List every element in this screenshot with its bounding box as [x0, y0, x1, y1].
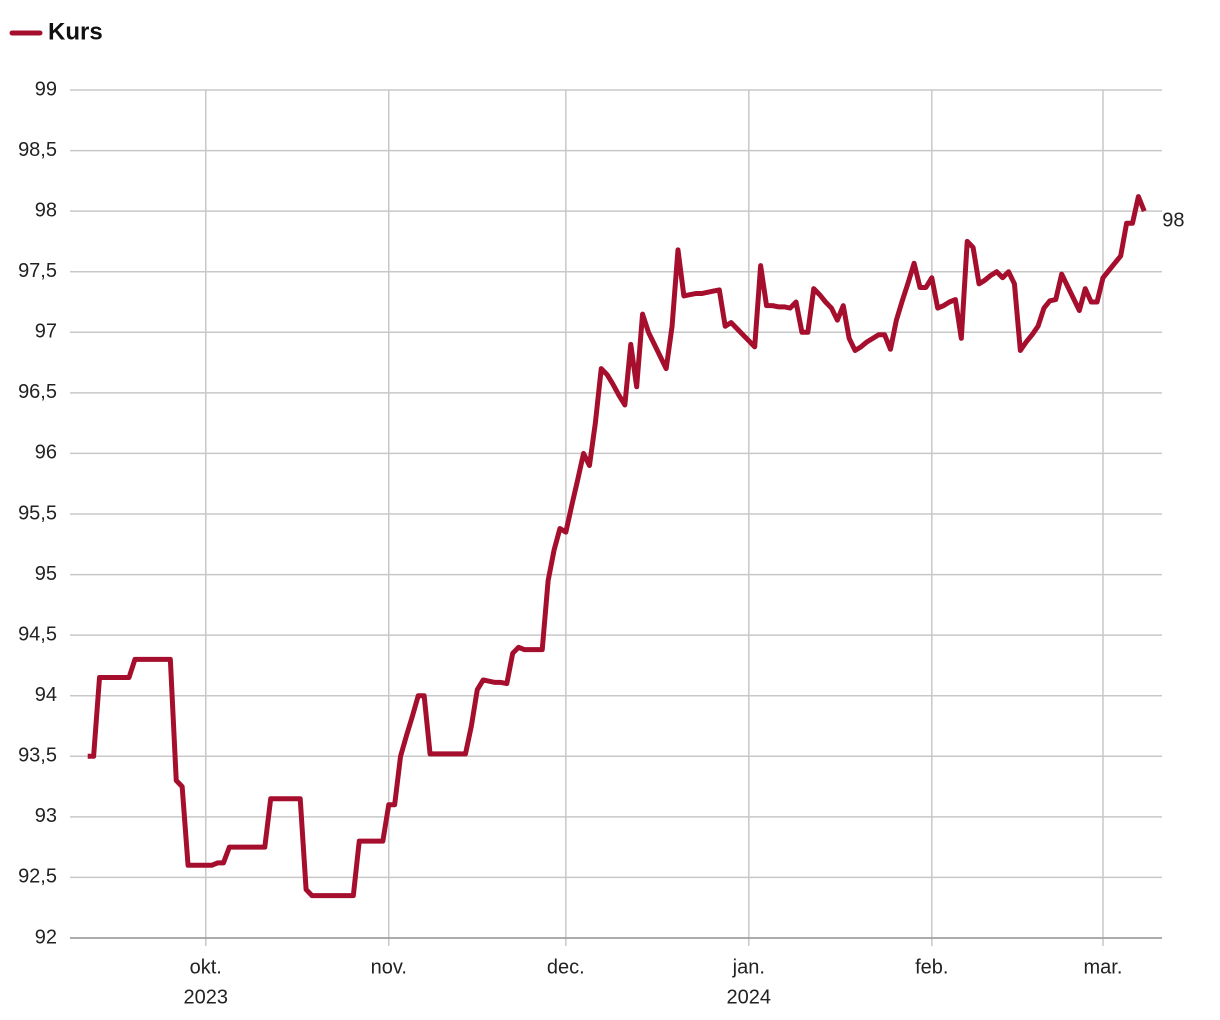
y-tick-label: 96,5: [18, 381, 57, 403]
x-tick-label: okt.: [190, 956, 222, 978]
x-tick-label: dec.: [547, 956, 585, 978]
y-tick-label: 97: [35, 321, 57, 343]
y-tick-label: 98: [35, 199, 57, 221]
y-tick-label: 92: [35, 926, 57, 948]
x-tick-label: feb.: [915, 956, 948, 978]
y-tick-label: 93,5: [18, 745, 57, 767]
series-line: [87, 194, 1147, 899]
y-tick-label: 96: [35, 442, 57, 464]
y-tick-label: 94,5: [18, 623, 57, 645]
y-tick-label: 94: [35, 684, 57, 706]
y-tick-label: 97,5: [18, 260, 57, 282]
x-tick-sublabel: 2023: [184, 986, 229, 1008]
y-tick-label: 93: [35, 805, 57, 827]
x-tick-sublabel: 2024: [727, 986, 772, 1008]
x-tick-label: jan.: [732, 956, 765, 978]
end-value-label: 98: [1162, 209, 1184, 231]
y-tick-label: 95: [35, 563, 57, 585]
x-tick-label: nov.: [371, 956, 407, 978]
x-tick-label: mar.: [1084, 956, 1123, 978]
y-tick-label: 98,5: [18, 139, 57, 161]
y-tick-label: 99: [35, 78, 57, 100]
y-tick-label: 92,5: [18, 866, 57, 888]
legend-label: Kurs: [48, 18, 103, 45]
y-tick-label: 95,5: [18, 502, 57, 524]
